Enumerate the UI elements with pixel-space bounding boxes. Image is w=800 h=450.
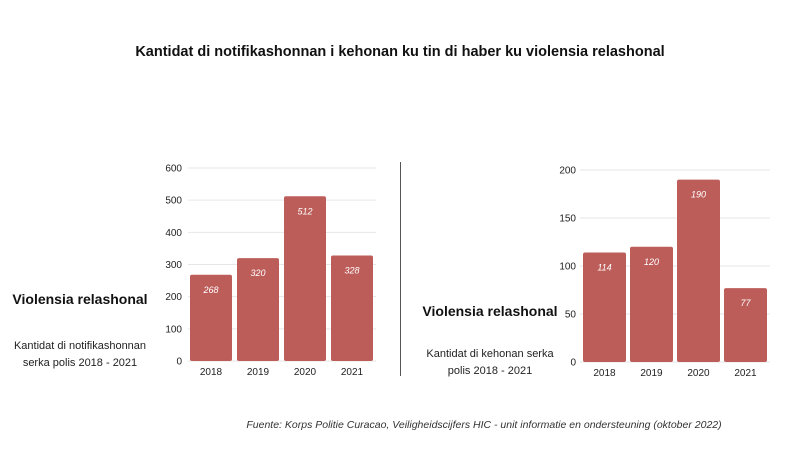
left-side-subtitle: Kantidat di notifikashonnan serka polis … [13,340,147,369]
y-tick-label: 150 [559,214,576,225]
data-label: 114 [597,263,611,273]
notifications-bar-chart: 0 100 200 300 400 500 600 268 2018 320 2019 512 2020… [165,164,376,378]
source-note: Fuente: Korps Politie Curacao, Veilighei… [246,419,722,431]
x-tick-label: 2020 [687,368,710,379]
data-label: 512 [297,206,312,216]
y-tick-label: 100 [165,324,182,335]
data-label: 77 [740,298,751,308]
bar-2021 [724,288,767,362]
x-tick-label: 2021 [734,368,757,379]
y-tick-label: 200 [559,166,576,177]
bar-2020 [284,196,326,361]
bar-2019 [630,246,673,362]
x-tick-label: 2019 [247,367,270,378]
y-tick-label: 100 [559,262,576,273]
bar-2020 [677,179,720,362]
bar-2019 [237,258,279,361]
left-side-title: Violensia relashonal [12,291,148,307]
right-side-title: Violensia relashonal [422,303,558,319]
data-label: 120 [644,257,659,267]
y-tick-label: 500 [165,196,182,207]
y-tick-label: 0 [570,358,576,369]
x-tick-label: 2020 [294,367,317,378]
data-label: 328 [344,265,359,275]
right-side-subtitle: Kantidat di kehonan serka polis 2018 - 2… [426,348,554,377]
divider [400,162,401,376]
bar-2021 [331,255,373,361]
y-tick-label: 400 [165,228,182,239]
y-tick-label: 300 [165,260,182,271]
y-tick-label: 0 [176,357,182,368]
data-label: 320 [250,268,265,278]
x-tick-label: 2019 [640,368,663,379]
chart-title: Kantidat di notifikashonnan i kehonan ku… [135,44,665,60]
x-tick-label: 2018 [593,368,616,379]
x-tick-label: 2018 [200,367,223,378]
x-tick-label: 2021 [341,367,364,378]
data-label: 268 [202,285,218,295]
data-label: 190 [691,190,706,200]
bar-2018 [583,252,626,362]
y-tick-label: 200 [165,292,182,303]
bar-2018 [190,274,232,361]
y-tick-label: 600 [165,164,182,175]
y-tick-label: 50 [565,310,577,321]
complaints-bar-chart: 0 50 100 150 200 114 2018 120 2019 190 2020 77 2021 [559,166,770,379]
